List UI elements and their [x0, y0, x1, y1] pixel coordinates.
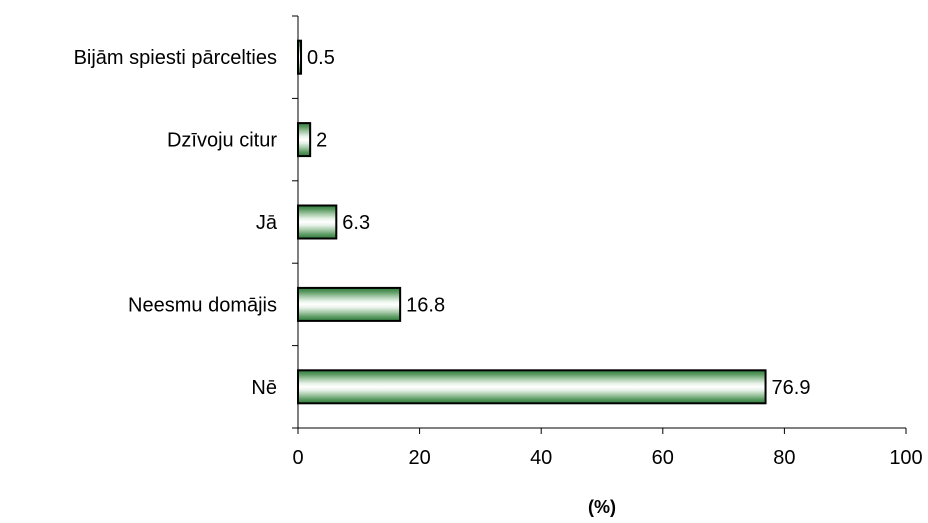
- category-label: Neesmu domājis: [128, 294, 277, 316]
- x-tick-label: 40: [530, 447, 552, 469]
- category-label: Dzīvoju citur: [167, 130, 277, 152]
- data-label: 76.9: [772, 377, 811, 399]
- x-tick-label: 20: [408, 447, 430, 469]
- category-label: Nē: [251, 377, 277, 399]
- category-label: Jā: [256, 212, 278, 234]
- data-label: 2: [316, 130, 327, 152]
- labels: 0 20 40 60 80 100 Bijām spiesti pārcelties 0.5 D…: [74, 47, 923, 469]
- x-tick-label: 80: [773, 447, 795, 469]
- bar: [297, 286, 402, 322]
- x-tick-label: 100: [889, 447, 922, 469]
- data-label: 0.5: [307, 47, 335, 69]
- data-label: 16.8: [406, 294, 445, 316]
- bars: [297, 39, 767, 405]
- x-tick-label: 0: [292, 447, 303, 469]
- bar: [297, 369, 767, 405]
- x-axis-title: (%): [588, 497, 616, 517]
- bar: [297, 39, 303, 75]
- category-label: Bijām spiesti pārcelties: [74, 47, 277, 69]
- bar: [297, 122, 312, 158]
- x-tick-label: 60: [652, 447, 674, 469]
- bar: [297, 204, 338, 240]
- data-label: 6.3: [342, 212, 370, 234]
